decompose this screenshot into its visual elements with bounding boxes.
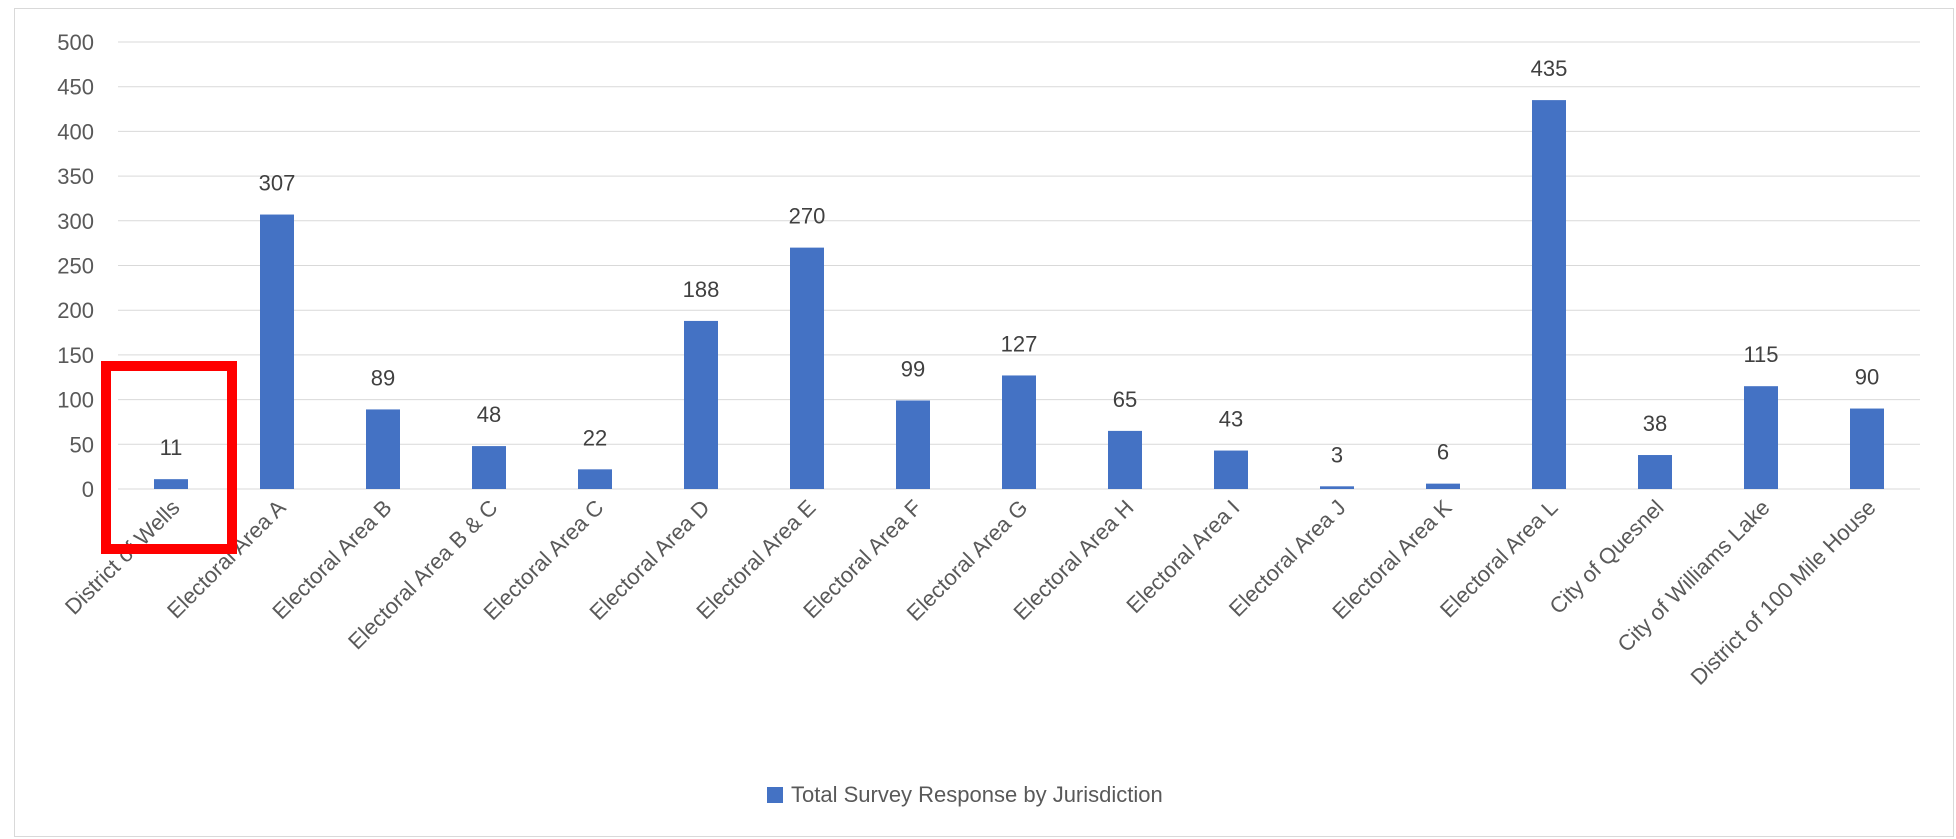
data-label: 65 [1113, 387, 1137, 412]
data-label: 127 [1001, 331, 1038, 356]
bar [1744, 386, 1778, 489]
y-tick-label: 250 [57, 254, 94, 279]
data-label: 99 [901, 356, 925, 381]
data-label: 43 [1219, 407, 1243, 432]
data-label: 435 [1531, 56, 1568, 81]
bar [154, 479, 188, 489]
y-tick-label: 50 [70, 432, 94, 457]
bar [896, 400, 930, 489]
data-label: 89 [371, 365, 395, 390]
bar [578, 469, 612, 489]
y-tick-label: 200 [57, 298, 94, 323]
y-tick-label: 350 [57, 164, 94, 189]
legend: Total Survey Response by Jurisdiction [767, 782, 1163, 807]
bar [260, 215, 294, 489]
y-axis-tick-labels: 0 50 100 150 200 250 300 350 400 450 500 [57, 30, 94, 502]
y-tick-label: 500 [57, 30, 94, 55]
data-label: 90 [1855, 365, 1879, 390]
y-tick-label: 300 [57, 209, 94, 234]
bar [684, 321, 718, 489]
bar [1638, 455, 1672, 489]
y-tick-label: 450 [57, 75, 94, 100]
bars [154, 100, 1884, 489]
bar [366, 409, 400, 489]
legend-swatch [767, 787, 783, 803]
bar [1108, 431, 1142, 489]
x-category-label: Electoral Area I [1121, 495, 1244, 618]
data-label: 3 [1331, 442, 1343, 467]
data-label: 307 [259, 171, 296, 196]
x-category-label: City of Quesnel [1545, 495, 1669, 619]
data-label: 188 [683, 277, 720, 302]
bar [1320, 486, 1354, 489]
bar [1002, 375, 1036, 489]
data-label: 115 [1743, 342, 1778, 367]
y-tick-label: 150 [57, 343, 94, 368]
y-tick-label: 0 [82, 477, 94, 502]
bar [472, 446, 506, 489]
bar [1426, 484, 1460, 489]
legend-label: Total Survey Response by Jurisdiction [791, 782, 1163, 807]
bar [1850, 409, 1884, 489]
data-label: 48 [477, 402, 501, 427]
y-tick-label: 400 [57, 119, 94, 144]
data-label: 6 [1437, 440, 1449, 465]
bar [790, 248, 824, 489]
data-label: 11 [160, 435, 183, 460]
data-label: 270 [789, 204, 826, 229]
bar [1214, 451, 1248, 489]
y-tick-label: 100 [57, 388, 94, 413]
data-label: 38 [1643, 411, 1667, 436]
data-label: 22 [583, 425, 607, 450]
x-category-label: District of 100 Mile House [1686, 495, 1881, 690]
bar [1532, 100, 1566, 489]
